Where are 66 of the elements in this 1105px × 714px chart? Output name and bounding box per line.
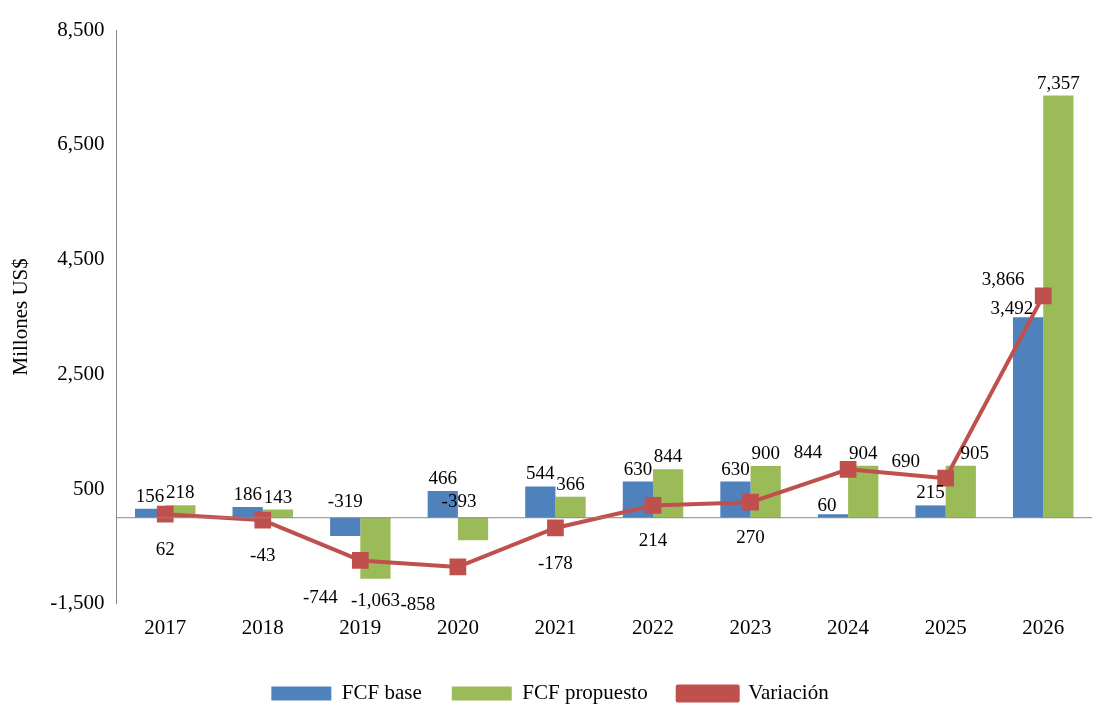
data-label: 143: [263, 485, 293, 507]
x-tick-label: 2021: [534, 614, 577, 639]
data-label: 186: [233, 483, 262, 505]
bar: [1012, 317, 1044, 518]
data-label: 466: [428, 466, 458, 488]
point: [1034, 287, 1052, 305]
bar: [330, 517, 361, 537]
data-label: 690: [891, 450, 920, 472]
data-label: 214: [638, 529, 668, 551]
data-label: 844: [653, 445, 683, 467]
data-label: 156: [135, 484, 165, 506]
data-label: 630: [721, 457, 750, 479]
data-label: 3,866: [981, 267, 1025, 289]
data-label: 218: [166, 481, 195, 503]
bar: [915, 505, 946, 518]
data-label: 900: [751, 442, 780, 464]
legend-label: FCF propuesto: [522, 680, 648, 705]
bar: [555, 496, 586, 518]
data-label: 905: [960, 441, 990, 463]
data-label: 630: [623, 457, 653, 479]
y-tick-label: 8,500: [57, 16, 105, 41]
y-tick-label: 2,500: [57, 360, 105, 385]
x-tick-label: 2026: [1022, 614, 1065, 639]
x-tick-label: 2022: [632, 614, 674, 639]
point: [351, 552, 369, 569]
data-label: 366: [556, 472, 585, 494]
data-label: -1,063: [350, 588, 400, 610]
x-tick-label: 2018: [241, 614, 284, 639]
x-tick-label: 2017: [144, 614, 187, 639]
point: [839, 460, 857, 478]
point: [254, 511, 272, 529]
x-tick-label: 2024: [827, 614, 870, 639]
point: [449, 558, 467, 576]
data-label: 544: [526, 462, 556, 484]
point: [156, 505, 174, 523]
data-label: 904: [848, 441, 878, 463]
y-tick-label: -1,500: [50, 590, 105, 615]
point: [547, 519, 564, 537]
legend-label: Variación: [748, 680, 830, 705]
y-tick-label: 6,500: [57, 131, 105, 156]
x-tick-label: 2023: [729, 614, 772, 639]
point: [937, 469, 955, 487]
y-axis-title: Millones US$: [8, 258, 33, 376]
bar: [525, 486, 556, 518]
data-label: -319: [327, 489, 363, 511]
point: [644, 497, 662, 514]
data-label: 60: [817, 493, 837, 515]
x-tick-label: 2025: [924, 614, 967, 639]
data-label: 270: [736, 526, 765, 548]
data-label: 844: [793, 441, 823, 463]
x-tick-label: 2019: [339, 614, 382, 639]
bar: [457, 517, 489, 541]
data-label: -744: [302, 586, 339, 608]
data-label: 62: [155, 538, 175, 560]
point: [742, 493, 759, 511]
data-label: 7,357: [1036, 71, 1080, 93]
x-tick-label: 2020: [436, 614, 479, 639]
y-tick-label: 4,500: [57, 246, 105, 271]
data-label: -178: [538, 551, 573, 573]
data-label: 215: [916, 481, 945, 503]
legend-label: FCF base: [341, 680, 422, 705]
data-label: -858: [400, 592, 436, 614]
data-label: 3,492: [990, 297, 1034, 319]
bar: [1043, 95, 1074, 518]
y-tick-label: 500: [72, 475, 105, 500]
data-label: -43: [250, 544, 276, 566]
